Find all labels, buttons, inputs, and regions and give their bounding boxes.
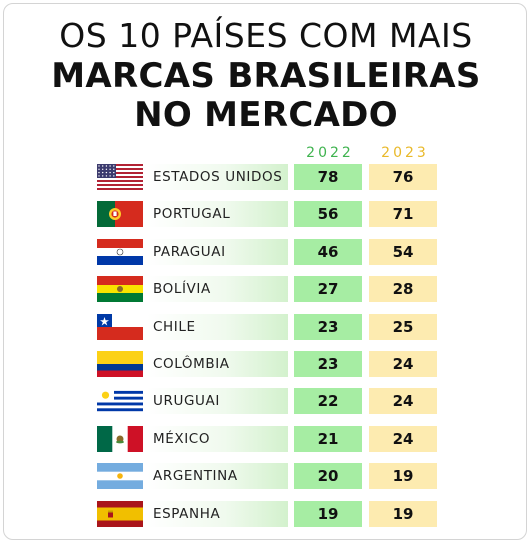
table-row: URUGUAI 22 24	[0, 388, 532, 415]
country-cell: MÉXICO	[147, 425, 288, 452]
value-2022: 56	[294, 201, 362, 228]
table-row: MÉXICO 21 24	[0, 425, 532, 452]
value-2023: 54	[369, 238, 437, 265]
country-name: ARGENTINA	[153, 468, 238, 485]
value-2022: 46	[294, 238, 362, 265]
country-cell: PARAGUAI	[147, 238, 288, 265]
usa-flag-icon	[97, 164, 143, 190]
title-line-2: MARCAS BRASILEIRAS	[51, 56, 481, 96]
value-2022: 22	[294, 388, 362, 415]
country-name: MÉXICO	[153, 430, 211, 447]
mexico-flag-icon	[97, 425, 143, 452]
country-name: BOLÍVIA	[153, 281, 211, 298]
country-name: ESTADOS UNIDOS	[153, 169, 283, 185]
value-2022: 20	[294, 463, 362, 490]
title-line-3: NO MERCADO	[134, 95, 398, 135]
portugal-flag-icon	[97, 201, 143, 228]
value-2023: 24	[369, 351, 437, 377]
uruguay-flag-icon	[97, 388, 143, 415]
paraguay-flag-icon	[97, 238, 143, 265]
country-name: PORTUGAL	[153, 206, 231, 223]
value-2023: 24	[369, 388, 437, 415]
table-row: ESTADOS UNIDOS 78 76	[0, 164, 532, 190]
table-row: ARGENTINA 20 19	[0, 463, 532, 490]
table-row: COLÔMBIA 23 24	[0, 351, 532, 377]
bolivia-flag-icon	[97, 276, 143, 303]
value-2023: 71	[369, 201, 437, 228]
title-line-1: OS 10 PAÍSES COM MAIS	[59, 16, 473, 55]
chile-flag-icon	[97, 313, 143, 340]
argentina-flag-icon	[97, 463, 143, 490]
table-row: PARAGUAI 46 54	[0, 238, 532, 265]
country-cell: BOLÍVIA	[147, 276, 288, 303]
country-cell: ESTADOS UNIDOS	[147, 164, 288, 190]
colombia-flag-icon	[97, 351, 143, 377]
country-cell: COLÔMBIA	[147, 351, 288, 377]
value-2023: 76	[369, 164, 437, 190]
country-name: ESPANHA	[153, 505, 221, 522]
value-2022: 23	[294, 313, 362, 340]
country-cell: URUGUAI	[147, 388, 288, 415]
value-2023: 28	[369, 276, 437, 303]
spain-flag-icon	[97, 500, 143, 527]
country-name: COLÔMBIA	[153, 356, 230, 372]
value-2022: 21	[294, 425, 362, 452]
column-header-2023: 2023	[381, 145, 429, 161]
country-cell: ARGENTINA	[147, 463, 288, 490]
value-2023: 24	[369, 425, 437, 452]
table-row: ESPANHA 19 19	[0, 500, 532, 527]
country-name: PARAGUAI	[153, 243, 226, 260]
country-cell: PORTUGAL	[147, 201, 288, 228]
value-2022: 27	[294, 276, 362, 303]
value-2022: 19	[294, 500, 362, 527]
value-2022: 78	[294, 164, 362, 190]
table-row: CHILE 23 25	[0, 313, 532, 340]
table-row: PORTUGAL 56 71	[0, 201, 532, 228]
country-cell: ESPANHA	[147, 500, 288, 527]
country-name: CHILE	[153, 318, 196, 335]
column-header-2022: 2022	[306, 145, 354, 161]
value-2022: 23	[294, 351, 362, 377]
country-cell: CHILE	[147, 313, 288, 340]
country-name: URUGUAI	[153, 393, 220, 410]
value-2023: 19	[369, 500, 437, 527]
value-2023: 25	[369, 313, 437, 340]
table-row: BOLÍVIA 27 28	[0, 276, 532, 303]
value-2023: 19	[369, 463, 437, 490]
